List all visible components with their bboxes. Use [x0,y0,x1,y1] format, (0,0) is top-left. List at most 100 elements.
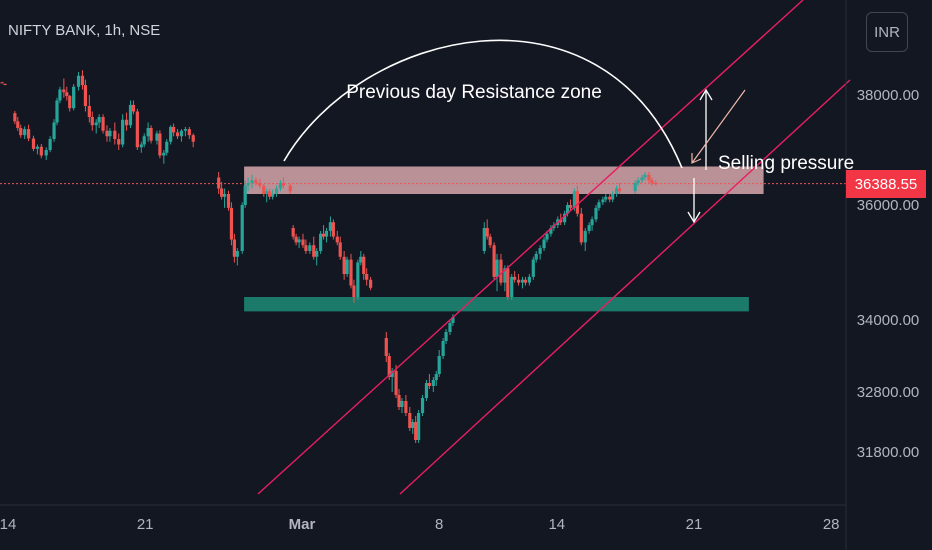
candle-body [488,236,492,246]
candle-body [565,205,570,214]
candle [538,245,542,260]
candle-body [155,133,159,141]
candle-body [101,117,105,131]
candle [434,371,438,386]
candle [288,184,292,194]
candle [640,174,644,183]
candle-body [608,196,612,200]
candle [587,222,591,234]
candle [172,123,176,137]
candle-body [362,256,366,274]
candle [431,377,435,392]
price-tick-label: 34000.00 [857,312,920,329]
candle-body [431,380,435,386]
candle-body [640,177,644,181]
candle [165,139,169,156]
candle [226,190,231,211]
candle-body [516,279,521,283]
candle-body [506,268,510,297]
candle [499,253,503,286]
price-tick-label: 38000.00 [857,87,920,104]
candle-body [226,194,231,208]
candle-body [545,233,549,240]
up-arrow-head [699,88,713,101]
candle-body [250,180,254,183]
candle-body [308,245,312,251]
candle [319,230,323,254]
time-axis[interactable]: 14 21 Mar 8 14 21 28 [0,504,846,533]
candle-body [417,413,421,440]
candle-body [187,129,191,136]
candle [437,350,441,377]
candle-body [437,356,441,374]
price-axis[interactable]: 31800.00 32800.00 34000.00 36000.00 38000.00 [845,0,920,550]
candle-body [0,82,4,84]
candle-body [575,191,579,214]
candle [265,188,269,203]
candle [162,150,166,164]
candle-body [394,371,398,395]
candle-body [48,139,52,150]
candle [254,177,258,186]
candle [243,180,247,208]
candle [365,268,369,286]
candle-body [3,84,7,85]
candle [523,276,528,286]
candle [169,125,173,145]
candle-body [162,152,166,156]
candle-body [131,104,136,112]
candle [650,177,654,186]
currency-badge[interactable]: INR [866,12,908,52]
candle-body [319,233,323,251]
candle-body [90,117,94,126]
candle [13,110,17,125]
candle [281,177,285,189]
candle [139,141,143,153]
candle-body [510,276,514,297]
time-tick-label: 14 [548,516,565,533]
candle-body [23,129,27,136]
candle [527,274,531,286]
candle [549,225,553,237]
candle-body [614,188,619,194]
candle [48,136,52,153]
candle-body [384,338,388,356]
candle [191,133,195,148]
candle [135,108,139,150]
candle-body [268,191,272,197]
candle [604,194,608,203]
candle-body [411,422,415,428]
candle-body [146,128,150,137]
candle-body [559,219,563,223]
candle-body [636,180,640,183]
candle-body [520,279,525,283]
candle [643,172,647,181]
candle-body [191,135,195,142]
candle [158,130,162,159]
candle-body [650,180,654,183]
candle-body [434,374,438,380]
candle-body [587,225,591,231]
candle [297,236,301,249]
candle-body [495,259,499,277]
candle [647,172,651,183]
candle-body [572,191,577,208]
candle [636,177,640,186]
candle-body [397,395,401,407]
candle-body [13,113,17,122]
candle-body [448,323,452,332]
candle [444,329,448,344]
candle-body [294,236,298,243]
candle [131,100,136,115]
candle [451,314,455,326]
candle [633,180,637,194]
candle [359,251,363,266]
candle-body [105,130,109,137]
candle [441,338,445,359]
candle-body [175,132,180,137]
candle-body [183,129,187,131]
candle [342,251,346,280]
candle-body [19,128,23,136]
candle-body [534,253,538,260]
